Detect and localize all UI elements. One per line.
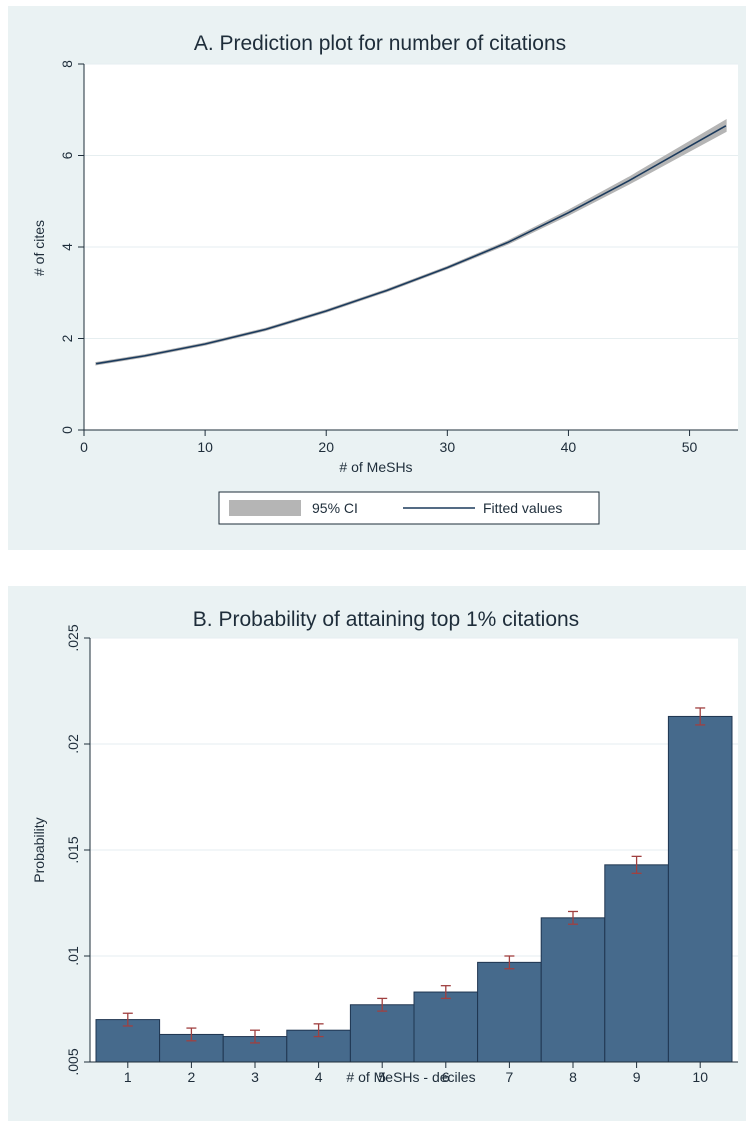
chart-a-ylabel: # of cites [31, 220, 47, 276]
chart-a-xtick-label: 20 [318, 439, 334, 455]
chart-b-xtick-label: 2 [188, 1069, 196, 1085]
legend-ci-label: 95% CI [312, 500, 358, 516]
chart-a-xlabel: # of MeSHs [339, 459, 412, 475]
chart-b-ytick-label: .01 [65, 946, 81, 966]
legend-fitted-label: Fitted values [483, 500, 562, 516]
chart-a-ytick-label: 4 [59, 243, 75, 251]
chart-b-ylabel: Probability [31, 817, 47, 882]
chart-a-ytick-label: 8 [59, 60, 75, 68]
chart-b-bar [541, 918, 605, 1062]
chart-b-title: B. Probability of attaining top 1% citat… [193, 608, 579, 631]
chart-a: A. Prediction plot for number of citatio… [8, 6, 746, 550]
chart-a-ytick-label: 0 [59, 426, 75, 434]
chart-b-ytick-label: .025 [65, 624, 81, 651]
chart-b-xtick-label: 3 [251, 1069, 259, 1085]
chart-a-xtick-label: 50 [682, 439, 698, 455]
chart-b-ytick-label: .005 [65, 1048, 81, 1075]
chart-a-title: A. Prediction plot for number of citatio… [194, 32, 566, 55]
chart-b-bar [414, 992, 478, 1062]
chart-a-panel: A. Prediction plot for number of citatio… [8, 6, 746, 550]
chart-b-panel: B. Probability of attaining top 1% citat… [8, 586, 746, 1121]
chart-b-xlabel: # of MeSHs - deciles [346, 1069, 475, 1085]
chart-b-bar [350, 1005, 414, 1062]
chart-b-bar [668, 716, 732, 1062]
chart-b-xtick-label: 8 [569, 1069, 577, 1085]
chart-b-xtick-label: 4 [315, 1069, 323, 1085]
chart-a-ytick-label: 6 [59, 151, 75, 159]
chart-b-xtick-label: 10 [692, 1069, 708, 1085]
chart-a-ytick-label: 2 [59, 334, 75, 342]
chart-a-xtick-label: 0 [80, 439, 88, 455]
chart-b-bar [478, 962, 542, 1062]
chart-a-xtick-label: 30 [440, 439, 456, 455]
chart-a-xtick-label: 10 [197, 439, 213, 455]
legend-ci-swatch [229, 500, 301, 516]
chart-b-ytick-label: .02 [65, 734, 81, 754]
chart-b-bar [605, 865, 669, 1062]
chart-b: B. Probability of attaining top 1% citat… [8, 586, 746, 1121]
chart-b-xtick-label: 9 [633, 1069, 641, 1085]
chart-b-xtick-label: 7 [506, 1069, 514, 1085]
chart-a-legend: 95% CI Fitted values [219, 492, 599, 524]
chart-b-xtick-label: 1 [124, 1069, 132, 1085]
chart-a-xtick-label: 40 [561, 439, 577, 455]
chart-b-ytick-label: .015 [65, 836, 81, 863]
